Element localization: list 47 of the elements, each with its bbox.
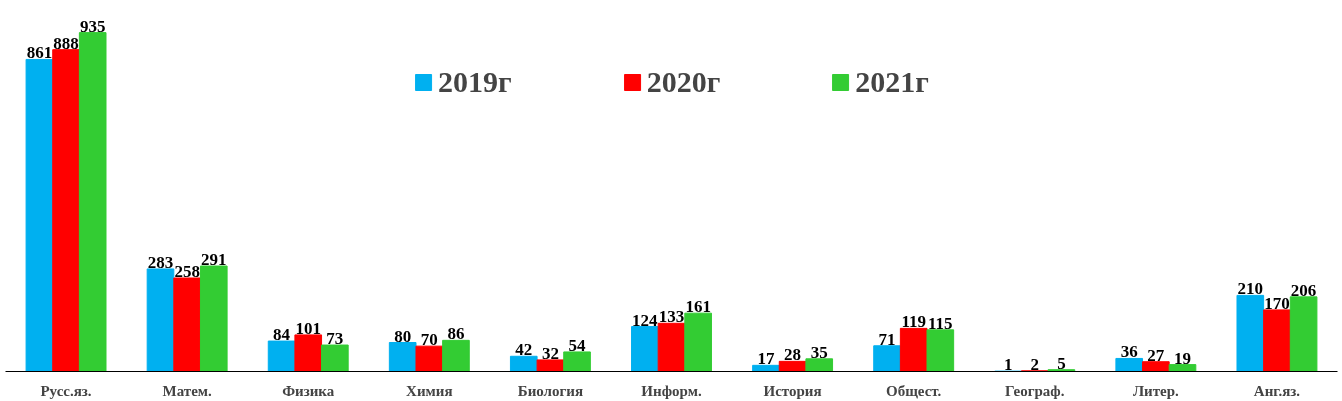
data-label: 71 xyxy=(878,329,896,349)
x-tick-label: Информ. xyxy=(641,382,702,399)
data-label: 27 xyxy=(1147,345,1165,365)
data-label: 28 xyxy=(784,345,802,365)
data-label: 935 xyxy=(79,16,106,36)
data-label: 54 xyxy=(568,335,587,355)
data-label: 80 xyxy=(394,326,412,346)
data-label: 5 xyxy=(1057,353,1066,373)
data-label: 115 xyxy=(928,313,953,333)
x-tick-label: История xyxy=(763,382,822,399)
x-tick-label: Матем. xyxy=(162,382,213,399)
data-label: 291 xyxy=(201,250,227,270)
x-tick-label: Русс.яз. xyxy=(40,382,92,399)
data-label: 1 xyxy=(1003,355,1013,375)
data-label: 84 xyxy=(273,325,291,345)
x-tick-label: Анг.яз. xyxy=(1253,382,1301,399)
data-label: 119 xyxy=(901,312,926,332)
data-label: 170 xyxy=(1264,293,1290,313)
legend-label: 2020г xyxy=(646,65,721,99)
data-label: 42 xyxy=(515,340,533,360)
data-label: 35 xyxy=(810,342,828,362)
data-label: 19 xyxy=(1174,348,1191,368)
data-label: 888 xyxy=(53,33,79,53)
legend-label: 2019г xyxy=(438,65,512,99)
data-label: 161 xyxy=(685,297,711,317)
data-label: 86 xyxy=(447,324,465,344)
data-label: 861 xyxy=(26,43,53,63)
legend-label: 2021г xyxy=(855,65,929,99)
data-label: 36 xyxy=(1120,342,1138,362)
x-tick-label: Биология xyxy=(517,382,584,399)
x-tick-label: Химия xyxy=(406,382,453,399)
data-label: 73 xyxy=(326,329,344,349)
data-label: 32 xyxy=(541,343,559,363)
x-tick-label: Географ. xyxy=(1005,382,1065,399)
data-label: 124 xyxy=(632,310,659,330)
data-label: 133 xyxy=(658,307,685,327)
data-label: 206 xyxy=(1290,280,1317,300)
data-label: 258 xyxy=(174,261,200,281)
data-label: 283 xyxy=(147,252,174,272)
data-label: 17 xyxy=(757,349,775,369)
data-label: 70 xyxy=(420,330,438,350)
x-tick-label: Общест. xyxy=(886,382,942,399)
data-label: 2 xyxy=(1030,354,1040,374)
x-tick-label: Литер. xyxy=(1132,382,1180,399)
x-tick-label: Физика xyxy=(282,382,335,399)
data-label: 101 xyxy=(295,318,321,338)
data-label: 210 xyxy=(1237,279,1264,299)
